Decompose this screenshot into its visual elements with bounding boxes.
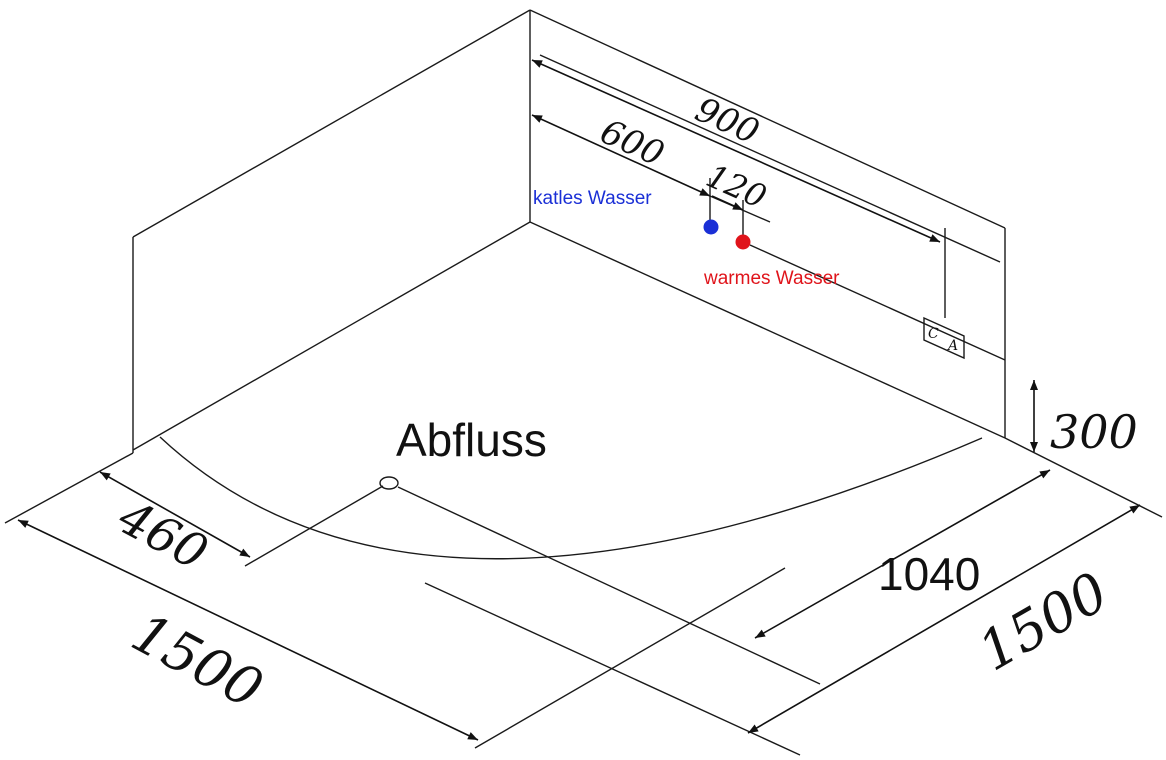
dim-1500-left-label: 1500: [122, 601, 273, 721]
control-box-outline: [923, 316, 965, 360]
dim-1040-label: 1040: [878, 548, 980, 600]
dimension-300: 300: [1030, 380, 1138, 459]
drain-icon: [379, 476, 399, 490]
tub-front-curve: [159, 436, 983, 560]
control-box-a: A: [946, 338, 958, 354]
warm-water-dot: [735, 234, 751, 250]
right-wall-bottom-edge: [529, 221, 1006, 439]
cold-water-label: katles Wasser: [533, 188, 652, 209]
dim-600-label: 600: [594, 112, 670, 175]
dimension-1040: 1040: [754, 469, 1051, 639]
dim-300-label: 300: [1050, 405, 1138, 459]
water-connections: katles Wasser warmes Wasser: [533, 188, 1006, 361]
left-wall-bottom-edge: [132, 221, 531, 451]
drain: Abfluss: [244, 414, 821, 685]
left-wall-top-edge: [132, 9, 531, 238]
dim-1500-right-label: 1500: [968, 560, 1119, 683]
dim-460-label: 460: [108, 489, 216, 582]
control-box: C A: [923, 316, 965, 360]
dimension-1500-left: 1500: [4, 452, 801, 756]
drain-label: Abfluss: [396, 414, 547, 466]
warm-water-label: warmes Wasser: [703, 268, 840, 289]
cold-water-dot: [703, 219, 719, 235]
control-box-c: C: [928, 326, 939, 342]
dim-900-label: 900: [689, 90, 765, 153]
